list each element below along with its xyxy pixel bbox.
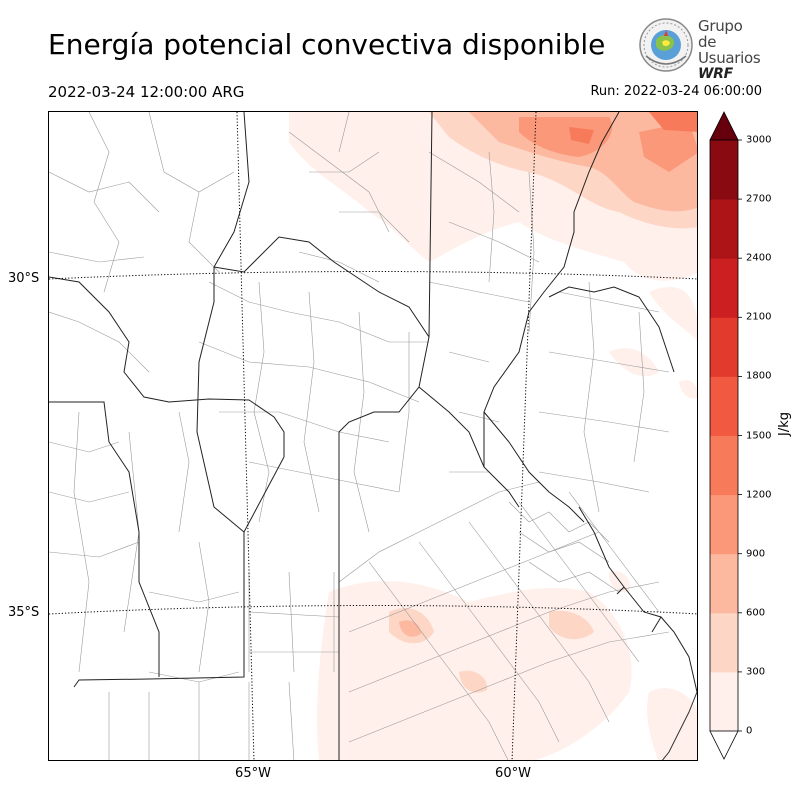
colorbar-over-triangle bbox=[709, 111, 739, 141]
province-boundaries bbox=[49, 112, 697, 760]
colorbar-tick-label: 2100 bbox=[746, 311, 772, 323]
lon-label-65w: 65°W bbox=[235, 766, 271, 781]
logo-line-3: WRF bbox=[698, 66, 733, 82]
colorbar-tick-label: 1500 bbox=[746, 430, 772, 441]
colorbar-under-triangle bbox=[709, 730, 739, 760]
coastline bbox=[661, 691, 697, 760]
map-svg bbox=[49, 112, 697, 760]
lat-label-35s: 35°S bbox=[8, 605, 40, 620]
cape-shading-south bbox=[317, 571, 697, 760]
colorbar bbox=[706, 108, 746, 768]
colorbar-bin-2400 bbox=[710, 199, 738, 259]
colorbar-bin-1800 bbox=[710, 317, 738, 377]
globe-logo-icon bbox=[639, 18, 693, 72]
lat-label-30s: 30°S bbox=[8, 271, 40, 286]
colorbar-unit: J/kg bbox=[777, 412, 792, 436]
map-panel bbox=[48, 111, 698, 761]
colorbar-bin-1200 bbox=[710, 435, 738, 496]
colorbar-tick-label: 1800 bbox=[746, 370, 772, 382]
colorbar-tick-label: 2700 bbox=[746, 193, 772, 205]
colorbar-svg bbox=[709, 111, 742, 760]
colorbar-bin-2700 bbox=[710, 140, 738, 200]
colorbar-bin-600 bbox=[710, 553, 738, 614]
lon-label-60w: 60°W bbox=[495, 766, 531, 781]
graticule bbox=[49, 112, 697, 760]
logo-line-2: Usuarios bbox=[698, 49, 761, 67]
colorbar-tick-label: 2400 bbox=[746, 252, 772, 264]
colorbar-tick-label: 900 bbox=[746, 548, 766, 560]
logo-line-1: Grupo de bbox=[698, 17, 743, 51]
colorbar-bin-2100 bbox=[710, 258, 738, 318]
colorbar-tick-label: 600 bbox=[746, 607, 766, 619]
colorbar-tick-label: 3000 bbox=[746, 134, 772, 146]
colorbar-tick-label: 1200 bbox=[746, 489, 772, 501]
colorbar-bin-0 bbox=[710, 671, 738, 732]
grupo-wrf-logo: Grupo de Usuarios WRF bbox=[638, 16, 761, 82]
cape-shading-northeast bbox=[289, 112, 697, 399]
colorbar-bin-900 bbox=[710, 494, 738, 555]
colorbar-tick-label: 300 bbox=[746, 666, 766, 678]
run-time: Run: 2022-03-24 06:00:00 bbox=[590, 84, 762, 99]
map-title: Energía potencial convectiva disponible bbox=[48, 28, 606, 61]
department-boundaries bbox=[49, 112, 670, 760]
valid-time: 2022-03-24 12:00:00 ARG bbox=[48, 83, 245, 101]
colorbar-bin-300 bbox=[710, 612, 738, 673]
colorbar-bin-1500 bbox=[710, 376, 738, 436]
colorbar-tick-label: 0 bbox=[746, 725, 753, 737]
